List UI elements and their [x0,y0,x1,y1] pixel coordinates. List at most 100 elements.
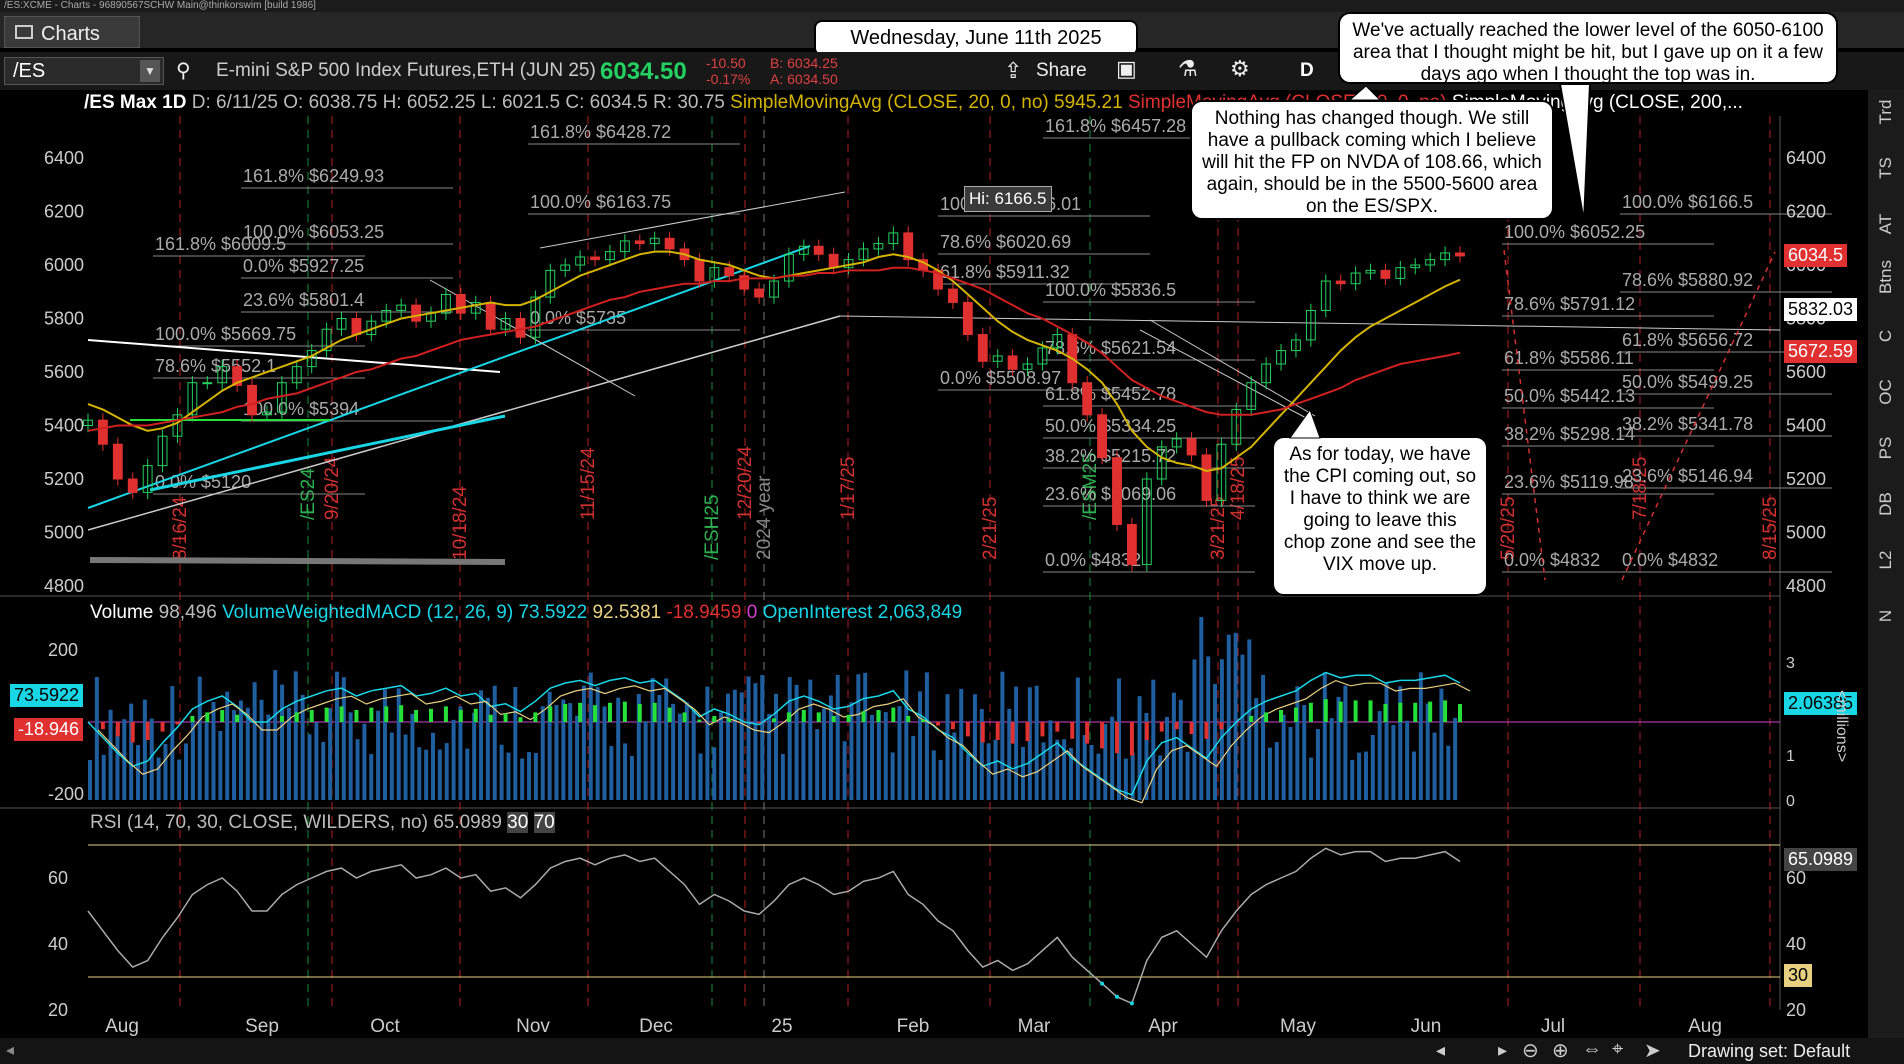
price-tick-left: 6200 [44,202,84,222]
candle-body [977,334,988,362]
macd-hist-bar [339,706,344,722]
volume-bar [314,722,319,800]
volume-bar [952,732,957,800]
zoom-in-icon[interactable]: ⊕ [1552,1040,1569,1062]
volume-bar [115,726,120,800]
volume-bar [1055,739,1060,800]
macd-hist-bar [578,702,583,722]
trend-line [1149,319,1316,417]
macd-hist-bar [786,712,791,722]
side-tab-l2[interactable]: L2 [1876,550,1895,570]
macd-hist-bar [950,722,955,730]
macd-hist-bar [980,722,985,743]
macd-diff: -18.9459 [666,602,742,623]
candle-body [739,275,750,290]
volume-bar [1370,734,1375,800]
volume-bar [149,718,154,800]
volume-bar [561,699,566,800]
volume-bar [650,678,655,800]
volume-bar [300,694,305,800]
fib-label: 50.0% $5499.25 [1622,372,1753,392]
side-tab-db[interactable]: DB [1876,492,1895,516]
side-tab-oc[interactable]: OC [1876,379,1895,405]
volume-bar [424,749,429,800]
macd-hist-bar [1458,704,1462,722]
symbol-input[interactable]: /ES [4,57,164,85]
side-tab-n[interactable]: N [1876,609,1895,623]
volume-bar [1178,699,1183,800]
macd-hist-bar [309,710,314,722]
fib-label: 100.0% $6163.75 [530,192,671,212]
macd-hist-bar [1428,701,1433,722]
macd-hist-bar [414,710,419,722]
scroll-back-icon[interactable]: ◂ [1436,1040,1446,1060]
volume-bar [1405,720,1410,800]
candle-body [724,267,735,277]
volume-bar [108,709,113,800]
volume-bar [794,684,799,800]
volume-bar [1158,755,1163,800]
crosshair-icon[interactable]: ⌖ [1612,1038,1624,1060]
candle-body [112,443,123,480]
rsi-oversold-point [1115,994,1119,999]
candle-body [1350,272,1361,285]
side-tab-at[interactable]: AT [1876,213,1895,235]
side-tab-ts[interactable]: TS [1876,157,1895,179]
candle-body [530,296,541,338]
volume-bar [1144,713,1149,800]
trend-line [539,191,846,249]
callout-bottom: As for today, we have the CPI coming out… [1272,436,1488,596]
macd-hist-bar [1070,722,1075,739]
macd-hist-bar [652,702,657,722]
volume-bar [389,732,394,800]
save-icon[interactable]: ▣ [1116,56,1137,81]
share-button[interactable]: Share [1036,60,1087,81]
gear-icon[interactable]: ⚙ [1230,56,1250,81]
macd-hist-bar [533,712,538,722]
volume-bar [1357,752,1362,800]
volume-bar [184,743,189,800]
volume-bar [581,685,586,800]
fit-icon[interactable]: ⇔ [1582,1038,1602,1060]
cursor-icon[interactable]: ➤ [1644,1040,1661,1062]
macd-hist-bar [1025,722,1030,742]
volume-bar [1068,747,1073,800]
symbol-dropdown-icon[interactable]: ▼ [140,60,160,82]
volume-bar [177,759,182,800]
side-tab-trd[interactable]: Trd [1876,99,1895,125]
macd-hist-bar [757,722,762,724]
zoom-out-icon[interactable]: ⊖ [1522,1040,1539,1062]
side-tab-btns[interactable]: Btns [1876,259,1895,294]
tab-charts[interactable]: Charts [4,16,140,48]
scroll-forward-icon[interactable]: ▸ [1498,1040,1508,1060]
fib-label: 50.0% $5442.13 [1504,386,1635,406]
link-icon[interactable]: ⚲ [176,60,191,82]
candle-body [560,264,571,271]
volume-bar [1007,708,1012,800]
side-tab-ps[interactable]: PS [1876,436,1895,460]
rsi-tick-left: 60 [48,868,68,888]
volume-bar [849,702,854,800]
candle-body [291,366,302,384]
macd-hist-bar [1189,722,1194,734]
scroll-left-icon[interactable]: ◂ [6,1042,15,1059]
ask-price: A: 6034.50 [770,71,838,87]
rsi-oversold-point [1100,981,1105,986]
macd-hist-bar [995,722,1000,740]
volume-bar [828,695,833,800]
candle-body [1365,269,1376,274]
share-icon[interactable]: ⇪ [1004,58,1023,83]
volume-bar [986,743,991,800]
volume-bar [204,720,209,800]
moving-averages [87,250,1461,473]
volume-bar [698,753,703,800]
side-tab-c[interactable]: C [1876,329,1895,343]
candle-body [97,419,108,445]
studies-flask-icon[interactable]: ⚗ [1178,56,1198,81]
period-selector[interactable]: D [1300,60,1314,81]
drawing-set-label[interactable]: Drawing set: Default [1688,1041,1851,1061]
fib-label: 0.0% $4832 [1622,550,1718,570]
rsi-line [87,847,1461,1005]
volume-bar [472,712,477,800]
